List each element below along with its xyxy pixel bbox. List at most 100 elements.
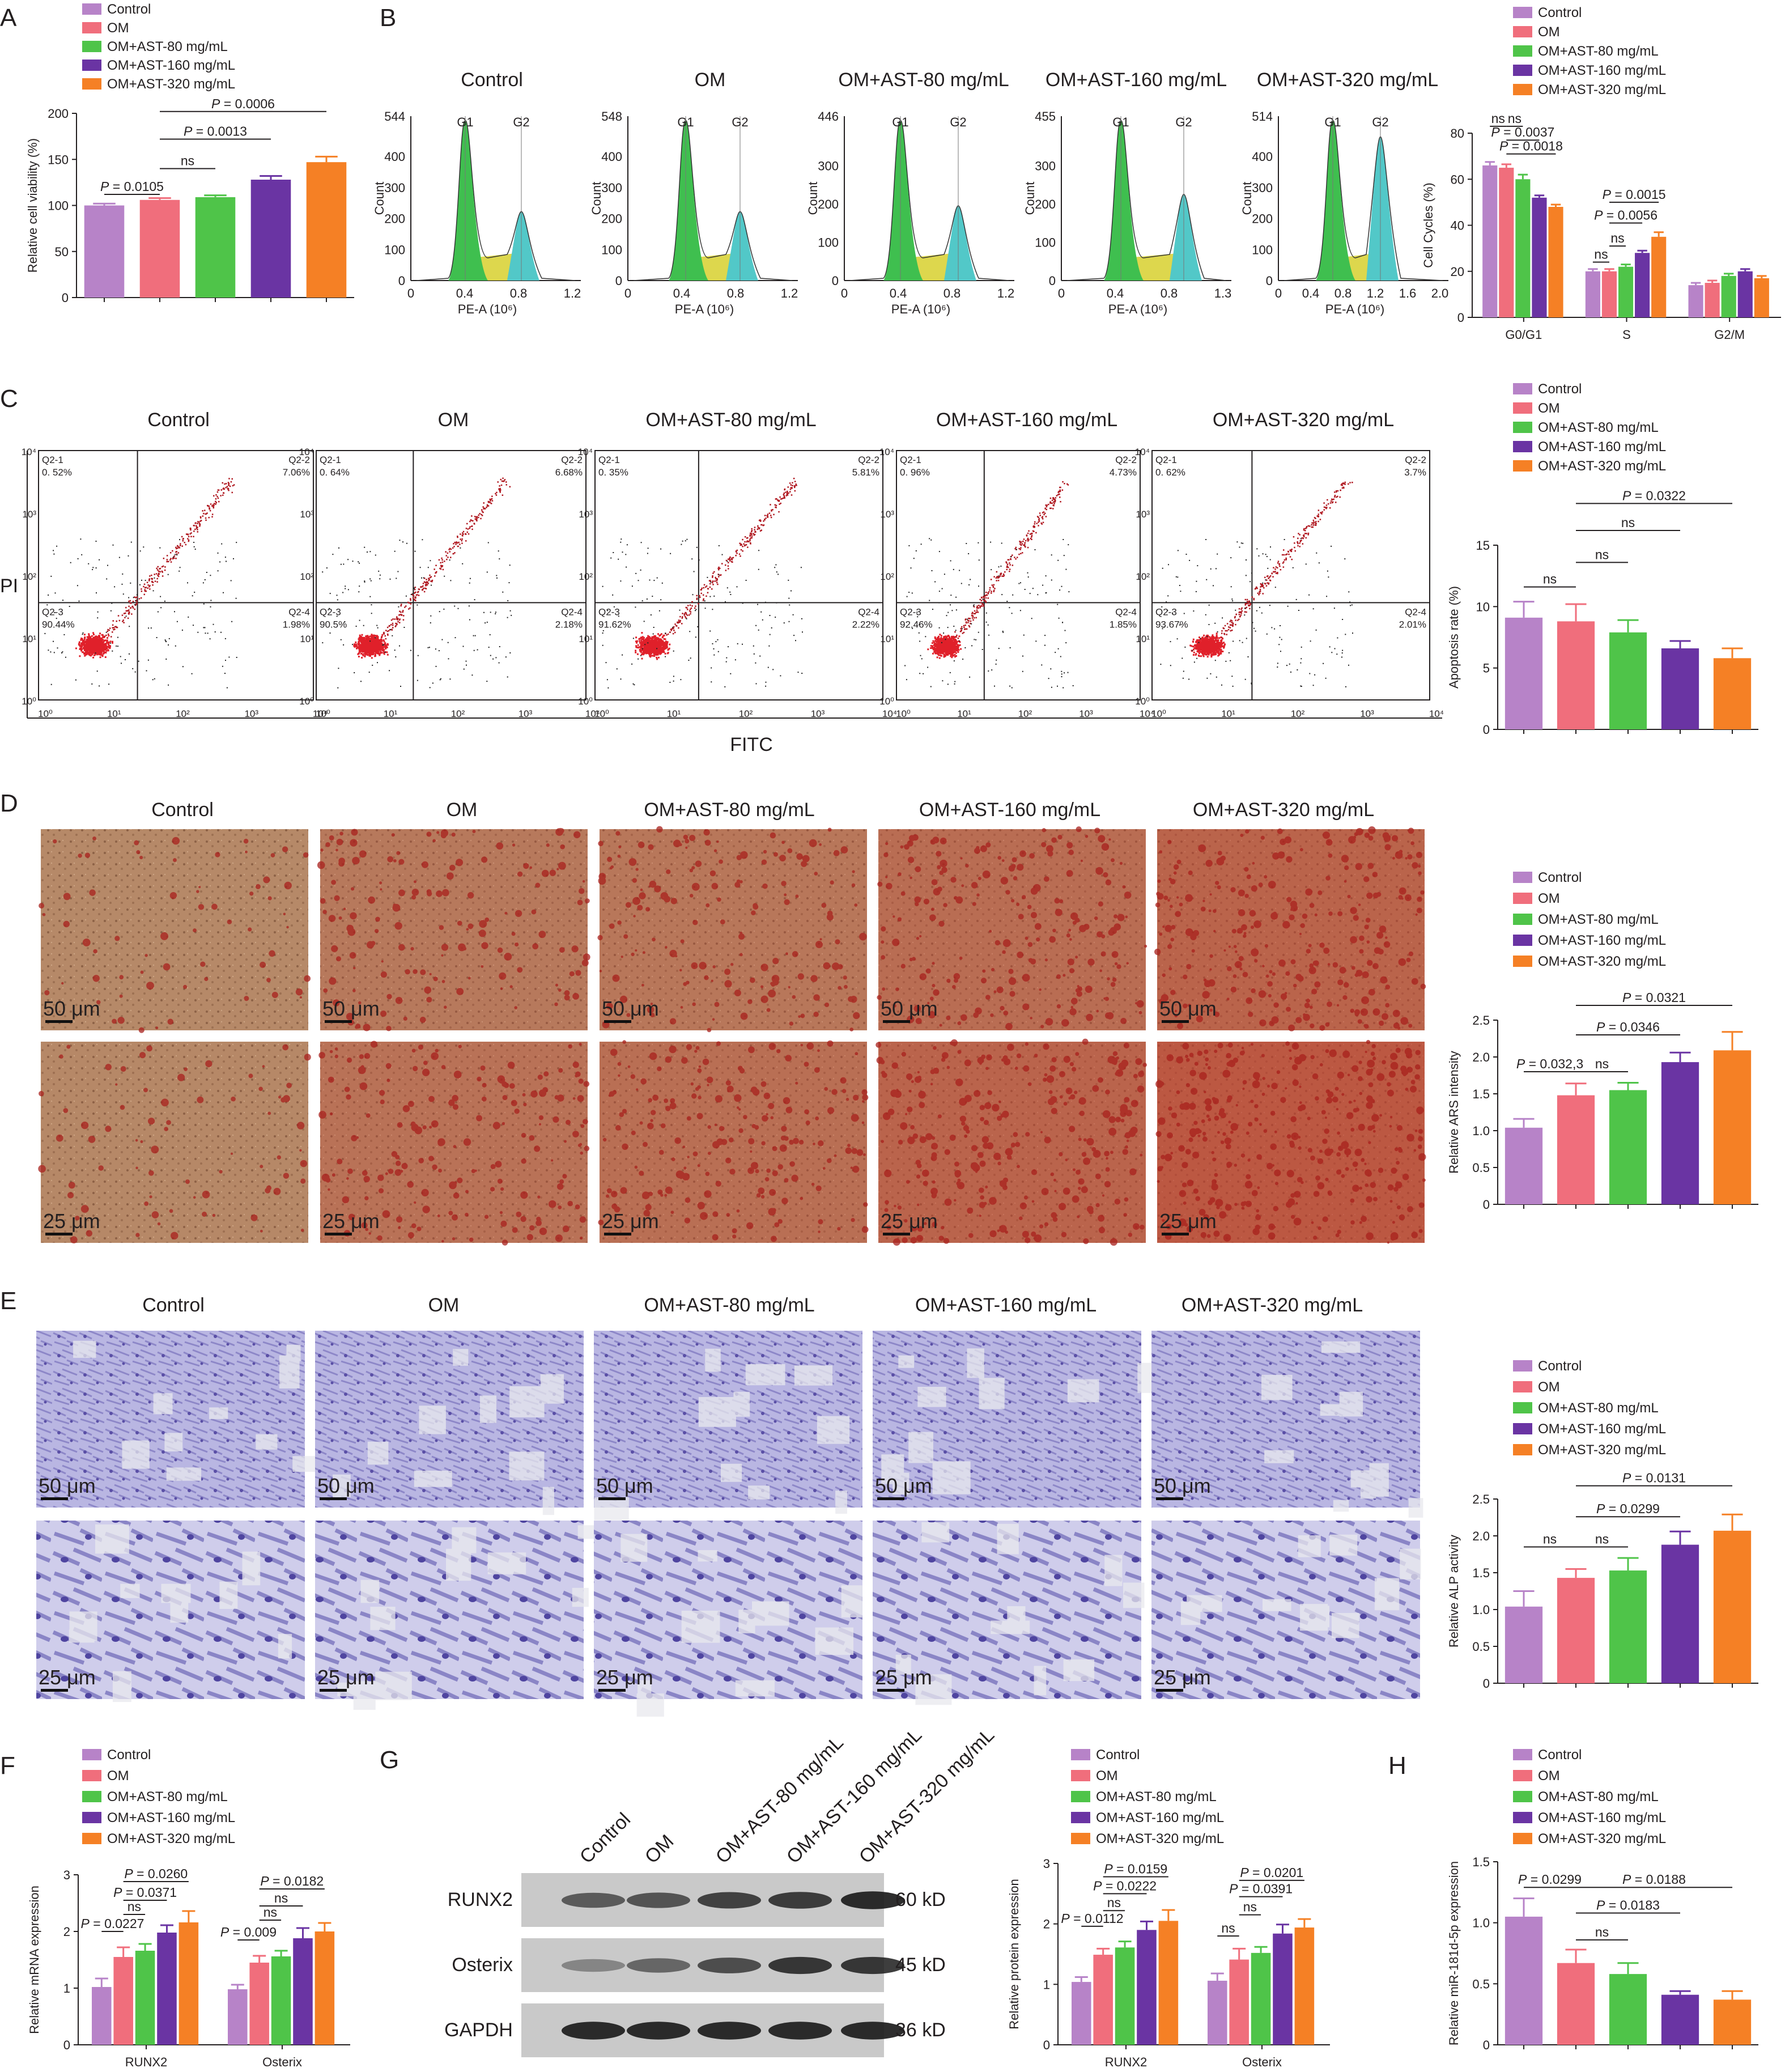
bar-control xyxy=(1504,617,1543,729)
ars-image-om-ast-320-mg-ml: OM+AST-320 mg/mL 50 μm 25 μm xyxy=(1154,799,1426,1244)
blot-size-label: 45 kD xyxy=(895,1954,946,1976)
quadrant-value: 0. 62% xyxy=(1155,467,1185,478)
quadrant-name: Q2-2 xyxy=(288,455,310,465)
quadrant-value: 0. 35% xyxy=(598,467,628,478)
y-tick-label: 1.5 xyxy=(1472,1855,1490,1869)
blot-band xyxy=(768,1892,832,1909)
cycle-ytick: 300 xyxy=(1252,181,1273,195)
legend-swatch xyxy=(1513,7,1532,18)
significance-label: ns xyxy=(1221,1921,1235,1935)
legend-swatch xyxy=(1513,1833,1532,1844)
chart-e: Control OM OM+AST-80 mg/mL OM+AST-160 mg/mL… xyxy=(1447,1358,1758,1691)
legend-label: Control xyxy=(1538,381,1582,397)
y-tick-label: 10 xyxy=(1476,600,1490,614)
ars-title: Control xyxy=(151,799,214,821)
apoptosis-ytick: 10⁴ xyxy=(1135,447,1150,457)
apoptosis-scatter-plots: Control10⁰10⁰10¹10¹10²10²10³10³10⁴10⁴Q2-… xyxy=(0,409,1444,755)
quadrant-name: Q2-4 xyxy=(1405,606,1426,617)
scale-bar xyxy=(1156,1497,1183,1500)
scale-bar-label: 50 μm xyxy=(875,1474,932,1497)
cycle-ytick: 300 xyxy=(1035,159,1056,173)
legend-swatch xyxy=(1513,1749,1532,1760)
apoptosis-ytick: 10³ xyxy=(880,509,894,520)
apoptosis-xtick: 10⁰ xyxy=(594,708,609,719)
cycle-ytick: 100 xyxy=(1035,236,1056,250)
significance-label: ns xyxy=(1610,231,1624,245)
legend-swatch xyxy=(1513,65,1532,76)
y-tick-label: 100 xyxy=(48,199,69,213)
bar-runx2-om xyxy=(1093,1955,1113,2045)
bar-om-ast-320-mg-ml xyxy=(306,162,347,298)
bar-om-ast-80-mg-ml xyxy=(1609,1090,1647,1204)
legend-label: OM xyxy=(1538,1768,1560,1784)
legend-swatch xyxy=(1071,1791,1090,1802)
bar-om xyxy=(1557,1963,1595,2045)
cycle-ytick: 100 xyxy=(601,243,622,257)
g1-label: G1 xyxy=(892,115,908,129)
cycle-xtick: 0 xyxy=(841,286,848,300)
blot-band xyxy=(562,1892,625,1908)
quadrant-name: Q2-1 xyxy=(900,455,921,465)
scale-bar-label: 50 μm xyxy=(602,997,659,1020)
y-tick-label: 2 xyxy=(63,1925,70,1939)
y-axis-label: Relative cell viability (%) xyxy=(26,138,40,273)
lane-label-control: Control xyxy=(576,1808,635,1867)
legend-label: OM xyxy=(107,20,129,36)
y-tick-label: 0 xyxy=(1483,1198,1490,1212)
legend-swatch xyxy=(1513,460,1532,472)
cycle-xtick: 0.4 xyxy=(1302,286,1320,300)
y-tick-label: 0 xyxy=(63,2038,70,2052)
quadrant-value: 3.7% xyxy=(1404,467,1426,478)
blot-band xyxy=(562,1959,625,1972)
legend-swatch xyxy=(1513,422,1532,433)
bar-osterix-om xyxy=(249,1963,269,2045)
bar-g0-g1-om xyxy=(1499,167,1514,317)
bar-runx2-om-ast-160-mg-ml xyxy=(1137,1930,1157,2045)
legend-label: OM+AST-80 mg/mL xyxy=(107,1789,228,1804)
cycle-ytick: 400 xyxy=(1252,150,1273,164)
apoptosis-xtick: 10¹ xyxy=(384,708,398,719)
legend-swatch xyxy=(82,1833,101,1844)
apoptosis-xtick: 10⁴ xyxy=(313,708,328,719)
cycle-ytick: 300 xyxy=(601,181,622,195)
scale-bar-label: 25 μm xyxy=(1159,1209,1217,1233)
bar-osterix-om-ast-320-mg-ml xyxy=(314,1931,335,2045)
legend-swatch xyxy=(82,78,101,90)
bar-om xyxy=(139,199,180,298)
scale-bar-label: 50 μm xyxy=(317,1474,375,1497)
x-tick-label: RUNX2 xyxy=(1105,2055,1148,2069)
quadrant-value: 0. 96% xyxy=(900,467,930,478)
apoptosis-ytick: 10⁴ xyxy=(879,447,894,457)
legend-label: OM+AST-160 mg/mL xyxy=(107,1810,235,1825)
chart-a: Control OM OM+AST-80 mg/mL OM+AST-160 mg/mL… xyxy=(26,2,354,305)
legend-swatch xyxy=(82,1812,101,1823)
legend-label: Control xyxy=(107,1747,151,1763)
quadrant-name: Q2-4 xyxy=(858,606,879,617)
cycle-histogram-control: Control 544 0 100 200 300 400 0 0.4 0.8 1.2 Count PE… xyxy=(372,69,581,316)
bar-osterix-control xyxy=(228,1989,248,2045)
scale-bar xyxy=(41,1689,68,1692)
bar-om-ast-320-mg-ml xyxy=(1713,1530,1752,1683)
significance-label: ns xyxy=(128,1899,141,1914)
significance-label: P = 0.0391 xyxy=(1229,1882,1293,1896)
legend-label: OM+AST-80 mg/mL xyxy=(1538,1789,1659,1804)
apoptosis-plot-control: Control10⁰10⁰10¹10¹10²10²10³10³10⁴10⁴Q2-… xyxy=(22,409,328,719)
scale-bar xyxy=(598,1689,626,1692)
apoptosis-ytick: 10¹ xyxy=(1136,634,1150,644)
apoptosis-xtick: 10⁰ xyxy=(896,708,911,719)
scale-bar xyxy=(320,1497,347,1500)
blot-band xyxy=(698,1958,761,1973)
bar-control xyxy=(1504,1606,1543,1683)
pi-axis-label: PI xyxy=(0,575,18,597)
significance-label: P = 0.0131 xyxy=(1622,1471,1686,1485)
scale-bar-label: 25 μm xyxy=(1154,1666,1211,1689)
legend-label: OM+AST-320 mg/mL xyxy=(1538,1831,1666,1846)
legend-swatch xyxy=(1513,1360,1532,1372)
significance-label: P = 0.0037 xyxy=(1491,125,1554,139)
panel-letter-g: G xyxy=(380,1746,399,1774)
scale-bar xyxy=(877,1497,904,1500)
legend-label: Control xyxy=(1538,1747,1582,1763)
apoptosis-xtick: 10² xyxy=(739,708,753,719)
legend-label: Control xyxy=(107,2,151,17)
